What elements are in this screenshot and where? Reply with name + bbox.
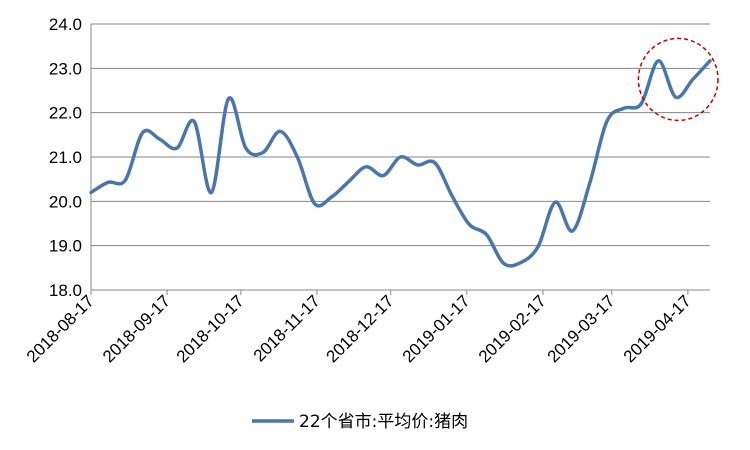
x-tick-label: 2018-08-17	[23, 291, 98, 366]
highlight-ellipse	[637, 37, 719, 122]
legend: 22个省市:平均价:猪肉	[252, 412, 468, 432]
y-tick-label: 20.0	[49, 192, 82, 211]
x-tick-label: 2019-03-17	[544, 291, 619, 366]
legend-label: 22个省市:平均价:猪肉	[299, 412, 468, 432]
x-tick-label: 2019-01-17	[399, 291, 474, 366]
x-tick-label: 2019-02-17	[475, 291, 550, 366]
x-tick-label: 2018-10-17	[173, 291, 248, 366]
x-tick-label: 2018-11-17	[250, 291, 324, 365]
y-tick-label: 19.0	[49, 237, 82, 256]
y-tick-label: 23.0	[49, 59, 82, 78]
y-tick-labels: 18.0 19.0 20.0 21.0 22.0 23.0 24.0	[49, 15, 82, 300]
axes	[90, 24, 710, 291]
x-tick-label: 2019-04-17	[620, 291, 695, 366]
y-tick-label: 24.0	[49, 15, 82, 34]
y-tick-label: 18.0	[49, 281, 82, 300]
x-tick-label: 2018-09-17	[99, 291, 174, 366]
x-tick-label: 2018-12-17	[323, 291, 398, 366]
series-line-pork-price	[89, 59, 712, 268]
y-tick-label: 22.0	[49, 104, 82, 123]
y-tick-label: 21.0	[49, 148, 82, 167]
